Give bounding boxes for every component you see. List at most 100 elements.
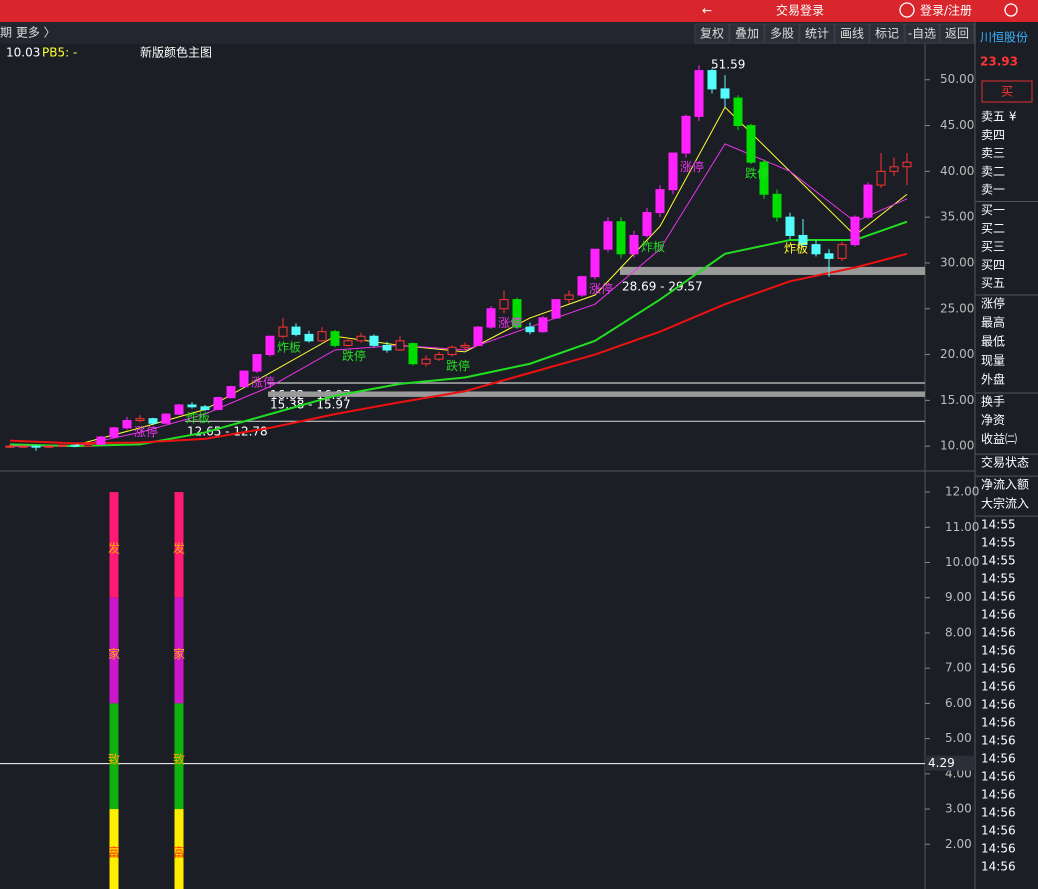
- sidebar-label: 买二: [981, 221, 1005, 235]
- candle-body: [18, 445, 28, 448]
- candle-body: [473, 326, 483, 346]
- y-tick-label: 45.00: [940, 118, 974, 132]
- toolbar-button[interactable]: [799, 23, 835, 44]
- y-tick-label: 3.00: [945, 802, 972, 816]
- segment-label: 致: [173, 753, 185, 767]
- candle-body: [304, 333, 314, 342]
- candle-body: [187, 404, 197, 408]
- y-tick-label: 10.00: [940, 439, 974, 453]
- signal-label: 涨停: [680, 159, 704, 174]
- zone-label: 12.65 - 12.78: [187, 424, 268, 438]
- signal-label: 涨停: [589, 281, 613, 296]
- candle-body: [434, 354, 444, 360]
- sidebar-label: 买四: [981, 258, 1005, 272]
- sidebar-label: 最高: [981, 315, 1005, 330]
- toolbar-button-label[interactable]: -自选: [908, 27, 936, 41]
- candle-body: [876, 170, 886, 186]
- signal-segment: [109, 809, 119, 889]
- signal-segment: [174, 492, 184, 598]
- toolbar-button[interactable]: [729, 23, 765, 44]
- toolbar-button-label[interactable]: 多股: [770, 27, 794, 41]
- signal-label: 跌停: [342, 348, 366, 363]
- sidebar-label: 买一: [981, 203, 1005, 217]
- sidebar-label: 净资: [981, 413, 1005, 427]
- y-tick-label: 2.00: [945, 837, 972, 851]
- peak-label: 51.59: [711, 58, 745, 72]
- candle-body: [174, 404, 184, 415]
- sidebar-label: 收益㈡: [981, 432, 1017, 446]
- toolbar-button-label[interactable]: 统计: [805, 27, 829, 41]
- support-zone: [268, 391, 925, 397]
- back-icon[interactable]: ←: [702, 4, 712, 18]
- toolbar-button-label[interactable]: 叠加: [735, 27, 759, 41]
- candle-body: [512, 299, 522, 328]
- toolbar-button[interactable]: [939, 23, 975, 44]
- sidebar-label: 14:56: [981, 680, 1016, 694]
- sidebar-label: 大宗流入: [981, 496, 1029, 511]
- candle-body: [447, 346, 457, 356]
- register[interactable]: 登录/注册: [920, 3, 972, 18]
- candle-body: [356, 335, 366, 342]
- user-icon[interactable]: [899, 2, 915, 18]
- sidebar-label: 14:56: [981, 860, 1016, 874]
- candle-body: [642, 212, 652, 236]
- y-tick-label: 35.00: [940, 210, 974, 224]
- toolbar-button-label[interactable]: 复权: [700, 27, 724, 41]
- signal-segment: [109, 492, 119, 598]
- signal-segment: [174, 703, 184, 810]
- sidebar-label: 14:56: [981, 626, 1016, 640]
- sidebar-label: 14:56: [981, 716, 1016, 730]
- segment-label: 发: [173, 540, 185, 555]
- y-tick-label: 5.00: [945, 731, 972, 745]
- sidebar-label: 外盘: [981, 372, 1005, 387]
- sidebar-label: 卖四: [981, 128, 1005, 142]
- sidebar-label: 14:55: [981, 518, 1016, 532]
- candle-body: [408, 343, 418, 365]
- candle-body: [902, 161, 912, 168]
- level-box: [925, 755, 975, 771]
- y-tick-label: 10.00: [945, 555, 979, 569]
- buy-button[interactable]: [981, 80, 1033, 103]
- refresh-icon[interactable]: [1004, 3, 1018, 17]
- candle-body: [122, 420, 132, 429]
- sidebar-label: 14:56: [981, 806, 1016, 820]
- candle-body: [460, 344, 470, 348]
- toolbar-button[interactable]: [869, 23, 905, 44]
- toolbar-button[interactable]: [694, 23, 730, 44]
- candle-body: [135, 418, 145, 422]
- y-tick-label: 40.00: [940, 164, 974, 178]
- candle-body: [57, 444, 67, 447]
- toolbar-button[interactable]: [904, 23, 940, 44]
- candle-body: [83, 443, 93, 447]
- segment-label: 家: [173, 646, 185, 661]
- candle-body: [668, 152, 678, 191]
- y-tick-label: 50.00: [940, 72, 974, 86]
- more-menu[interactable]: 期 更多 〉: [0, 26, 56, 40]
- sidebar-label: 14:55: [981, 572, 1016, 586]
- support-zone: [185, 420, 925, 422]
- segment-label: 富: [108, 845, 120, 860]
- toolbar-button-label[interactable]: 画线: [840, 27, 864, 41]
- candle-body: [369, 335, 379, 346]
- candle-body: [564, 294, 574, 301]
- candle-body: [824, 253, 834, 259]
- signal-label: 涨停: [134, 424, 158, 439]
- toolbar-button[interactable]: [834, 23, 870, 44]
- toolbar-button[interactable]: [764, 23, 800, 44]
- toolbar-button-label[interactable]: 标记: [875, 27, 899, 41]
- candle-body: [603, 221, 613, 250]
- candle-body: [707, 70, 717, 90]
- support-zone: [268, 382, 925, 384]
- candle-body: [772, 193, 782, 218]
- toolbar-button-label[interactable]: 返回: [945, 27, 969, 41]
- candle-body: [421, 358, 431, 365]
- buy-label[interactable]: 买: [1001, 85, 1013, 99]
- candle-body: [681, 115, 691, 154]
- candle-body: [759, 161, 769, 195]
- trade-login[interactable]: 交易登录: [776, 3, 824, 18]
- candle-body: [70, 444, 80, 447]
- candle-body: [278, 326, 288, 337]
- candle-body: [330, 331, 340, 346]
